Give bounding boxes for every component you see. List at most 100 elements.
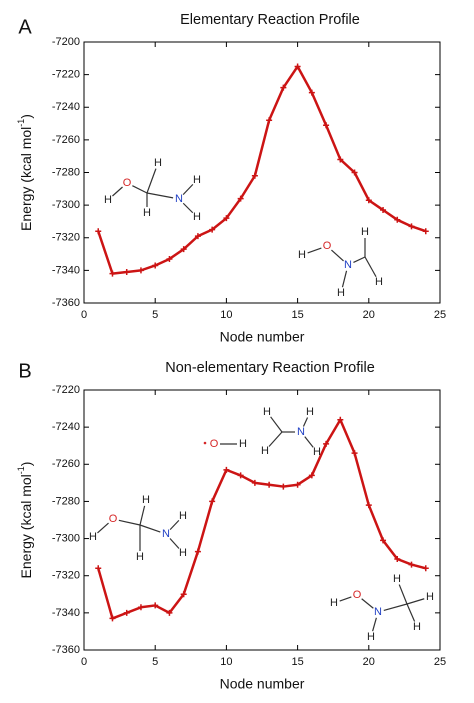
bond — [361, 598, 374, 609]
atom-label: H — [136, 551, 144, 563]
bond — [146, 192, 174, 199]
atom-label: O — [323, 240, 332, 252]
data-point — [166, 609, 173, 616]
data-point — [323, 122, 330, 129]
data-point — [152, 262, 159, 269]
bond — [270, 416, 283, 433]
data-point — [294, 481, 301, 488]
data-point — [137, 267, 144, 274]
x-tick-label: 5 — [152, 309, 158, 321]
atom-label: H — [179, 510, 187, 522]
y-tick-label: -7340 — [52, 607, 80, 619]
panel-label: B — [18, 360, 31, 382]
y-tick-label: -7240 — [52, 421, 80, 433]
atom-label: H — [261, 445, 269, 457]
atom-label: H — [393, 573, 401, 585]
x-tick-label: 0 — [81, 656, 87, 668]
data-point — [95, 228, 102, 235]
atom-label: N — [344, 259, 352, 271]
bond — [169, 538, 180, 549]
radical-dot — [203, 441, 207, 445]
data-point — [223, 466, 230, 473]
molecule: H ON H H H H — [330, 573, 434, 643]
bond — [112, 186, 123, 197]
data-point — [237, 195, 244, 202]
bond — [331, 249, 344, 262]
atom-label: H — [193, 211, 201, 223]
y-tick-label: -7280 — [52, 166, 80, 178]
y-tick-label: -7360 — [52, 297, 80, 309]
atom-label: H — [426, 591, 434, 603]
atom-label: N — [162, 528, 170, 540]
chart-title: Elementary Reaction Profile — [180, 12, 360, 28]
y-tick-label: -7320 — [52, 232, 80, 244]
data-point — [422, 565, 429, 572]
data-point — [408, 223, 415, 230]
atom-label: O — [109, 513, 118, 525]
data-point — [266, 117, 273, 124]
x-tick-label: 20 — [363, 309, 375, 321]
data-point — [180, 246, 187, 253]
y-tick-label: -7360 — [52, 644, 80, 656]
chart-panel: A Elementary Reaction Profile Node number E… — [16, 12, 446, 345]
atom-label: O — [123, 177, 132, 189]
y-label-main: Energy (kcal mol — [18, 127, 34, 231]
plot-frame — [83, 41, 441, 304]
data-point — [123, 269, 130, 276]
x-tick-label: 20 — [363, 656, 375, 668]
bond — [182, 202, 194, 214]
x-axis-label: Node number — [220, 329, 305, 345]
data-point — [95, 565, 102, 572]
data-point — [209, 226, 216, 233]
data-point — [109, 615, 116, 622]
atom-label: H — [306, 406, 314, 418]
y-axis-label: Energy (kcal mol-1) — [16, 462, 33, 579]
plot-frame — [83, 389, 441, 651]
chart-title: Non-elementary Reaction Profile — [165, 360, 375, 376]
data-point — [351, 169, 358, 176]
bond — [339, 596, 352, 602]
bond — [268, 431, 283, 447]
bond — [97, 522, 109, 534]
atom-label: H — [375, 276, 383, 288]
data-point — [308, 89, 315, 96]
y-label-sup: -1 — [16, 119, 26, 127]
data-point — [251, 479, 258, 486]
data-point — [422, 228, 429, 235]
chart-panel: B Non-elementary Reaction Profile Node num… — [16, 360, 446, 692]
atom-label: H — [298, 249, 306, 261]
bond — [169, 519, 180, 531]
data-point — [180, 591, 187, 598]
bond — [139, 524, 161, 533]
data-point — [251, 172, 258, 179]
molecule: H ON H H H — [298, 226, 383, 299]
y-tick-label: -7200 — [52, 36, 80, 48]
data-point — [365, 502, 372, 509]
bond — [304, 436, 314, 448]
atom-label: O — [210, 438, 219, 450]
y-tick-label: -7300 — [52, 199, 80, 211]
y-tick-label: -7260 — [52, 134, 80, 146]
y-label-sup: -1 — [16, 466, 26, 474]
x-tick-label: 0 — [81, 309, 87, 321]
data-line — [97, 65, 427, 275]
data-point — [351, 450, 358, 457]
y-axis-label: Energy (kcal mol-1) — [16, 114, 33, 231]
bond — [372, 617, 377, 632]
panel-label: A — [18, 16, 32, 38]
atom-label: H — [89, 531, 97, 543]
x-tick-label: 15 — [291, 309, 303, 321]
atom-label: H — [142, 494, 150, 506]
bond — [406, 603, 416, 622]
bond — [406, 598, 425, 605]
y-label-end: ) — [18, 114, 34, 119]
data-point — [194, 233, 201, 240]
atom-label: H — [313, 446, 321, 458]
data-point — [394, 556, 401, 562]
data-point — [166, 255, 173, 262]
